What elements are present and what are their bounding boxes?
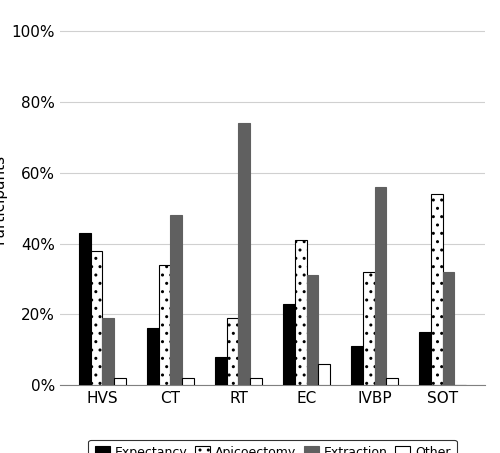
Bar (250, 378, 262, 385)
Bar (159, 265, 170, 385)
Bar (91, 251, 102, 385)
Bar (170, 215, 182, 385)
Bar (227, 318, 238, 385)
Bar (420, 332, 431, 385)
Bar (306, 275, 318, 385)
Legend: Expectancy, Apicoectomy, Extraction, Other: Expectancy, Apicoectomy, Extraction, Oth… (88, 439, 456, 453)
Bar (238, 123, 250, 385)
Bar (431, 194, 442, 385)
Bar (216, 357, 227, 385)
Bar (182, 378, 194, 385)
Bar (352, 346, 363, 385)
Bar (114, 378, 126, 385)
Bar (148, 328, 159, 385)
Bar (374, 187, 386, 385)
Bar (295, 240, 306, 385)
Bar (386, 378, 398, 385)
Bar (102, 318, 114, 385)
Y-axis label: Participants: Participants (0, 154, 6, 244)
Bar (318, 364, 330, 385)
Bar (80, 233, 91, 385)
Bar (284, 304, 295, 385)
Bar (442, 272, 454, 385)
Bar (363, 272, 374, 385)
